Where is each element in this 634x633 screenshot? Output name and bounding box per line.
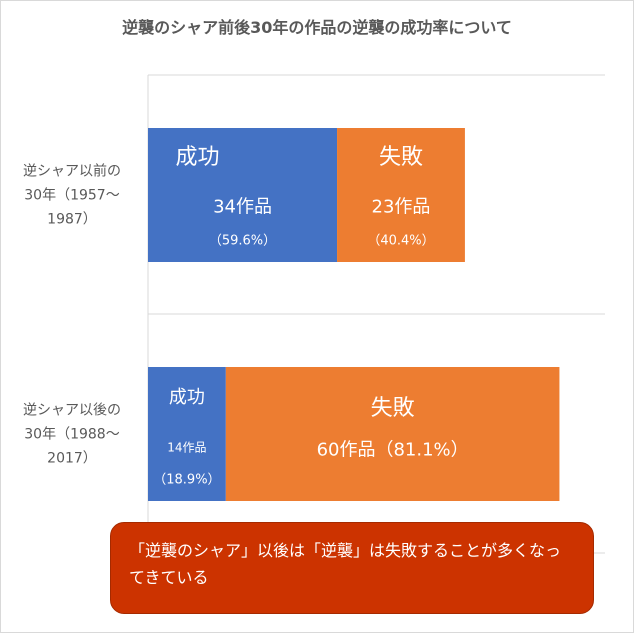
data-label-1-1: 60作品（81.1%）	[317, 439, 469, 460]
category-label-1-line-2: 2017）	[47, 451, 97, 467]
segment-name-0-1: 成功	[169, 387, 205, 408]
segment-name-1-0: 失敗	[379, 145, 423, 170]
bar-success-1	[148, 367, 226, 501]
category-label-0-line-1: 30年（1957～	[24, 188, 119, 204]
data-label-0-1: 14作品	[167, 440, 206, 454]
pct-label-1-0: （40.4%）	[367, 234, 434, 249]
pct-label-0-0: （59.6%）	[209, 234, 276, 249]
category-label-1-line-1: 30年（1988～	[24, 427, 119, 443]
callout-box: 「逆襲のシャア」以後は「逆襲」は失敗することが多くなってきている	[110, 522, 594, 614]
bar-failure-0	[337, 128, 465, 262]
segment-name-0-0: 成功	[176, 145, 220, 170]
category-label-0-line-0: 逆シャア以前の	[23, 163, 121, 180]
bar-success-0	[148, 128, 338, 262]
data-label-1-0: 23作品	[372, 196, 431, 217]
bar-failure-1	[225, 367, 560, 501]
chart-title: 逆襲のシャア前後30年の作品の逆襲の成功率について	[122, 18, 512, 37]
category-label-1-line-0: 逆シャア以後の	[23, 403, 121, 419]
data-label-0-0: 34作品	[213, 196, 272, 217]
category-label-0-line-2: 1987）	[47, 212, 97, 228]
segment-name-1-1: 失敗	[371, 396, 415, 421]
pct-label-0-1: （18.9%）	[153, 473, 220, 488]
